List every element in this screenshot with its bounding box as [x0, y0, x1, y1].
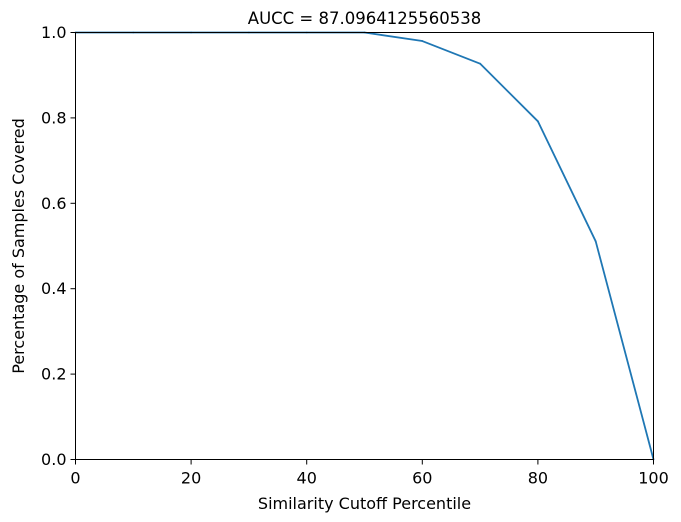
- series-line: [75, 31, 655, 460]
- y-axis: 0.0 0.2 0.4 0.6 0.8 1.0: [41, 23, 76, 469]
- x-tick-label: 60: [412, 469, 432, 488]
- x-tick-label: 20: [181, 469, 201, 488]
- x-axis: 0 20 40 60 80 100: [70, 459, 669, 488]
- data-point: [479, 62, 481, 65]
- y-tick-label: 0.4: [41, 279, 66, 298]
- x-tick-label: 0: [70, 469, 80, 488]
- y-tick-label: 0.2: [41, 365, 66, 384]
- x-tick-label: 100: [638, 469, 669, 488]
- data-point: [421, 40, 424, 42]
- chart-title: AUCC = 87.0964125560538: [248, 9, 481, 28]
- data-point: [594, 240, 597, 243]
- data-point: [537, 120, 539, 123]
- series-layer: [74, 31, 655, 461]
- y-tick-label: 0.0: [41, 450, 66, 469]
- y-tick-label: 0.6: [41, 194, 66, 213]
- x-tick-label: 40: [297, 469, 317, 488]
- plot-frame: [75, 32, 654, 460]
- x-axis-title: Similarity Cutoff Percentile: [258, 494, 471, 513]
- y-tick-label: 1.0: [41, 23, 66, 42]
- y-axis-title: Percentage of Samples Covered: [9, 118, 28, 374]
- x-tick-label: 80: [528, 469, 548, 488]
- y-tick-label: 0.8: [41, 108, 66, 127]
